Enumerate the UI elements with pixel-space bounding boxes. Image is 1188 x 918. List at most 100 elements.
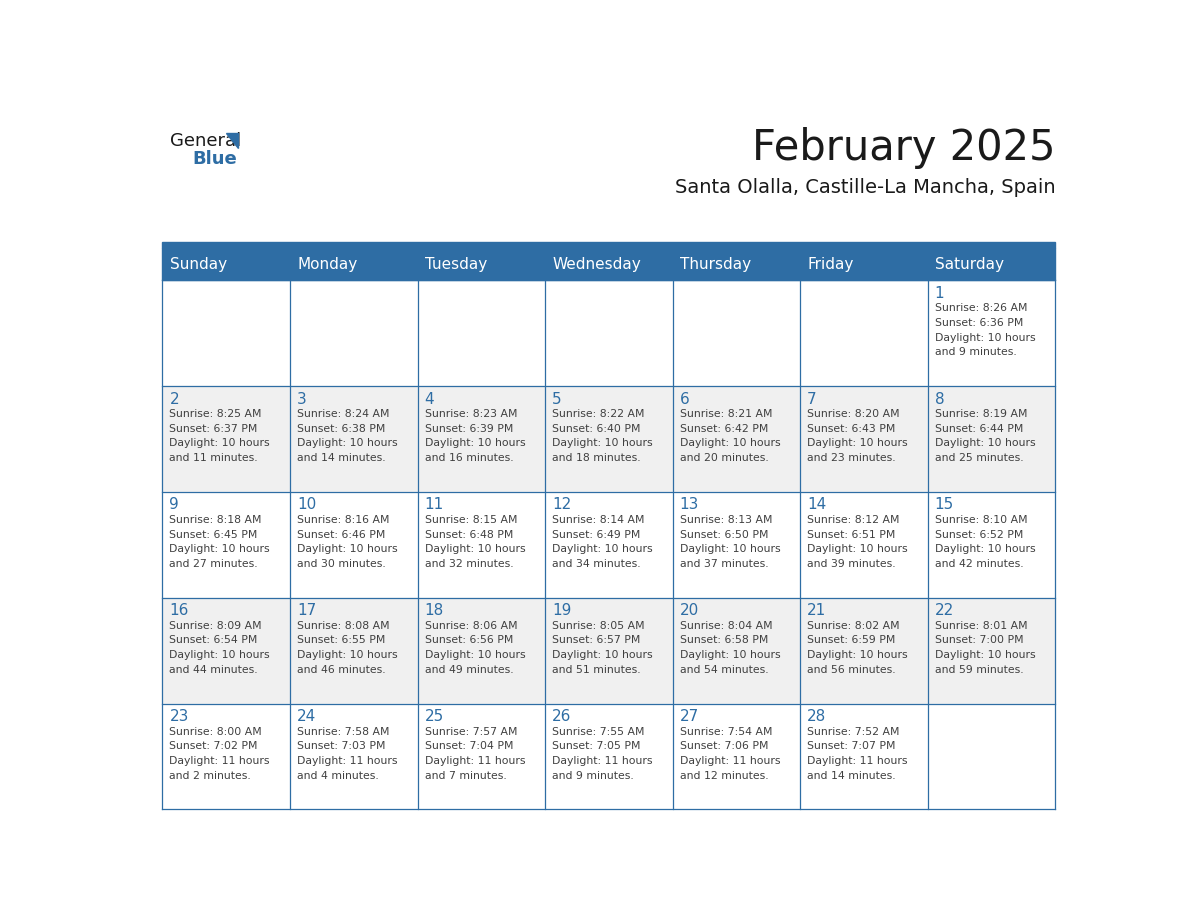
- Text: Sunrise: 8:18 AM: Sunrise: 8:18 AM: [170, 515, 261, 525]
- Polygon shape: [226, 133, 239, 148]
- Text: and 51 minutes.: and 51 minutes.: [552, 665, 640, 675]
- Text: and 37 minutes.: and 37 minutes.: [680, 559, 769, 569]
- Bar: [290, 248, 417, 280]
- Text: February 2025: February 2025: [752, 127, 1055, 169]
- Text: and 44 minutes.: and 44 minutes.: [170, 665, 258, 675]
- Text: Sunset: 6:38 PM: Sunset: 6:38 PM: [297, 424, 385, 434]
- Bar: [545, 386, 672, 492]
- Text: and 25 minutes.: and 25 minutes.: [935, 453, 1023, 463]
- Bar: [801, 280, 928, 386]
- Text: Daylight: 11 hours: Daylight: 11 hours: [297, 756, 398, 766]
- Text: Sunset: 6:51 PM: Sunset: 6:51 PM: [807, 530, 896, 540]
- Text: 24: 24: [297, 709, 316, 724]
- Text: Daylight: 10 hours: Daylight: 10 hours: [424, 439, 525, 449]
- Text: and 20 minutes.: and 20 minutes.: [680, 453, 769, 463]
- Bar: [672, 248, 801, 280]
- Text: 7: 7: [807, 391, 817, 407]
- Text: 17: 17: [297, 603, 316, 618]
- Bar: [417, 492, 545, 598]
- Text: Blue: Blue: [192, 151, 236, 168]
- Text: 16: 16: [170, 603, 189, 618]
- Text: 28: 28: [807, 709, 827, 724]
- Bar: [801, 598, 928, 703]
- Text: Sunrise: 7:52 AM: Sunrise: 7:52 AM: [807, 727, 899, 736]
- Text: Sunset: 6:39 PM: Sunset: 6:39 PM: [424, 424, 513, 434]
- Text: Sunrise: 8:25 AM: Sunrise: 8:25 AM: [170, 409, 261, 420]
- Bar: [163, 598, 290, 703]
- Text: and 49 minutes.: and 49 minutes.: [424, 665, 513, 675]
- Text: Sunset: 6:55 PM: Sunset: 6:55 PM: [297, 635, 385, 645]
- Text: Daylight: 10 hours: Daylight: 10 hours: [807, 544, 908, 554]
- Text: and 46 minutes.: and 46 minutes.: [297, 665, 386, 675]
- Text: Daylight: 10 hours: Daylight: 10 hours: [424, 544, 525, 554]
- Bar: [163, 492, 290, 598]
- Text: Sunrise: 8:16 AM: Sunrise: 8:16 AM: [297, 515, 390, 525]
- Text: Sunrise: 8:09 AM: Sunrise: 8:09 AM: [170, 621, 263, 631]
- Text: 15: 15: [935, 498, 954, 512]
- Text: Sunset: 6:46 PM: Sunset: 6:46 PM: [297, 530, 385, 540]
- Bar: [545, 598, 672, 703]
- Text: Sunset: 6:48 PM: Sunset: 6:48 PM: [424, 530, 513, 540]
- Text: Daylight: 10 hours: Daylight: 10 hours: [297, 544, 398, 554]
- Text: and 56 minutes.: and 56 minutes.: [807, 665, 896, 675]
- Text: Sunset: 6:42 PM: Sunset: 6:42 PM: [680, 424, 767, 434]
- Bar: [290, 598, 417, 703]
- Text: 3: 3: [297, 391, 307, 407]
- Text: Sunset: 6:44 PM: Sunset: 6:44 PM: [935, 424, 1023, 434]
- Bar: [417, 280, 545, 386]
- Text: and 34 minutes.: and 34 minutes.: [552, 559, 640, 569]
- Text: Sunrise: 8:06 AM: Sunrise: 8:06 AM: [424, 621, 517, 631]
- Text: Sunset: 6:37 PM: Sunset: 6:37 PM: [170, 424, 258, 434]
- Bar: [801, 703, 928, 810]
- Text: Sunrise: 7:55 AM: Sunrise: 7:55 AM: [552, 727, 645, 736]
- Text: Sunrise: 8:24 AM: Sunrise: 8:24 AM: [297, 409, 390, 420]
- Bar: [801, 386, 928, 492]
- Bar: [417, 598, 545, 703]
- Text: 23: 23: [170, 709, 189, 724]
- Bar: [928, 598, 1055, 703]
- Text: 6: 6: [680, 391, 689, 407]
- Bar: [417, 248, 545, 280]
- Text: Sunset: 6:59 PM: Sunset: 6:59 PM: [807, 635, 896, 645]
- Text: 26: 26: [552, 709, 571, 724]
- Text: Sunset: 7:00 PM: Sunset: 7:00 PM: [935, 635, 1023, 645]
- Text: and 18 minutes.: and 18 minutes.: [552, 453, 640, 463]
- Text: Sunrise: 8:15 AM: Sunrise: 8:15 AM: [424, 515, 517, 525]
- Text: Daylight: 10 hours: Daylight: 10 hours: [680, 544, 781, 554]
- Text: Sunrise: 8:05 AM: Sunrise: 8:05 AM: [552, 621, 645, 631]
- Text: and 16 minutes.: and 16 minutes.: [424, 453, 513, 463]
- Bar: [163, 241, 1055, 248]
- Bar: [928, 703, 1055, 810]
- Text: Daylight: 11 hours: Daylight: 11 hours: [170, 756, 270, 766]
- Text: Sunset: 7:02 PM: Sunset: 7:02 PM: [170, 741, 258, 751]
- Bar: [672, 703, 801, 810]
- Text: 11: 11: [424, 498, 444, 512]
- Text: Sunrise: 8:21 AM: Sunrise: 8:21 AM: [680, 409, 772, 420]
- Text: Daylight: 10 hours: Daylight: 10 hours: [170, 650, 270, 660]
- Text: Sunset: 7:06 PM: Sunset: 7:06 PM: [680, 741, 769, 751]
- Text: General: General: [170, 131, 241, 150]
- Text: Daylight: 10 hours: Daylight: 10 hours: [424, 650, 525, 660]
- Bar: [163, 280, 290, 386]
- Bar: [928, 280, 1055, 386]
- Text: Saturday: Saturday: [935, 257, 1005, 272]
- Text: 18: 18: [424, 603, 444, 618]
- Text: Sunrise: 8:08 AM: Sunrise: 8:08 AM: [297, 621, 390, 631]
- Text: Sunset: 6:54 PM: Sunset: 6:54 PM: [170, 635, 258, 645]
- Text: Daylight: 11 hours: Daylight: 11 hours: [680, 756, 781, 766]
- Text: Daylight: 10 hours: Daylight: 10 hours: [807, 650, 908, 660]
- Text: Daylight: 11 hours: Daylight: 11 hours: [424, 756, 525, 766]
- Text: Daylight: 10 hours: Daylight: 10 hours: [935, 544, 1035, 554]
- Text: and 12 minutes.: and 12 minutes.: [680, 770, 769, 780]
- Text: Daylight: 10 hours: Daylight: 10 hours: [935, 439, 1035, 449]
- Text: 13: 13: [680, 498, 699, 512]
- Text: and 27 minutes.: and 27 minutes.: [170, 559, 258, 569]
- Text: Sunset: 6:40 PM: Sunset: 6:40 PM: [552, 424, 640, 434]
- Text: and 7 minutes.: and 7 minutes.: [424, 770, 506, 780]
- Text: Wednesday: Wednesday: [552, 257, 642, 272]
- Text: Sunrise: 8:23 AM: Sunrise: 8:23 AM: [424, 409, 517, 420]
- Text: Sunrise: 8:12 AM: Sunrise: 8:12 AM: [807, 515, 899, 525]
- Text: Sunrise: 7:54 AM: Sunrise: 7:54 AM: [680, 727, 772, 736]
- Text: 12: 12: [552, 498, 571, 512]
- Text: Sunrise: 8:04 AM: Sunrise: 8:04 AM: [680, 621, 772, 631]
